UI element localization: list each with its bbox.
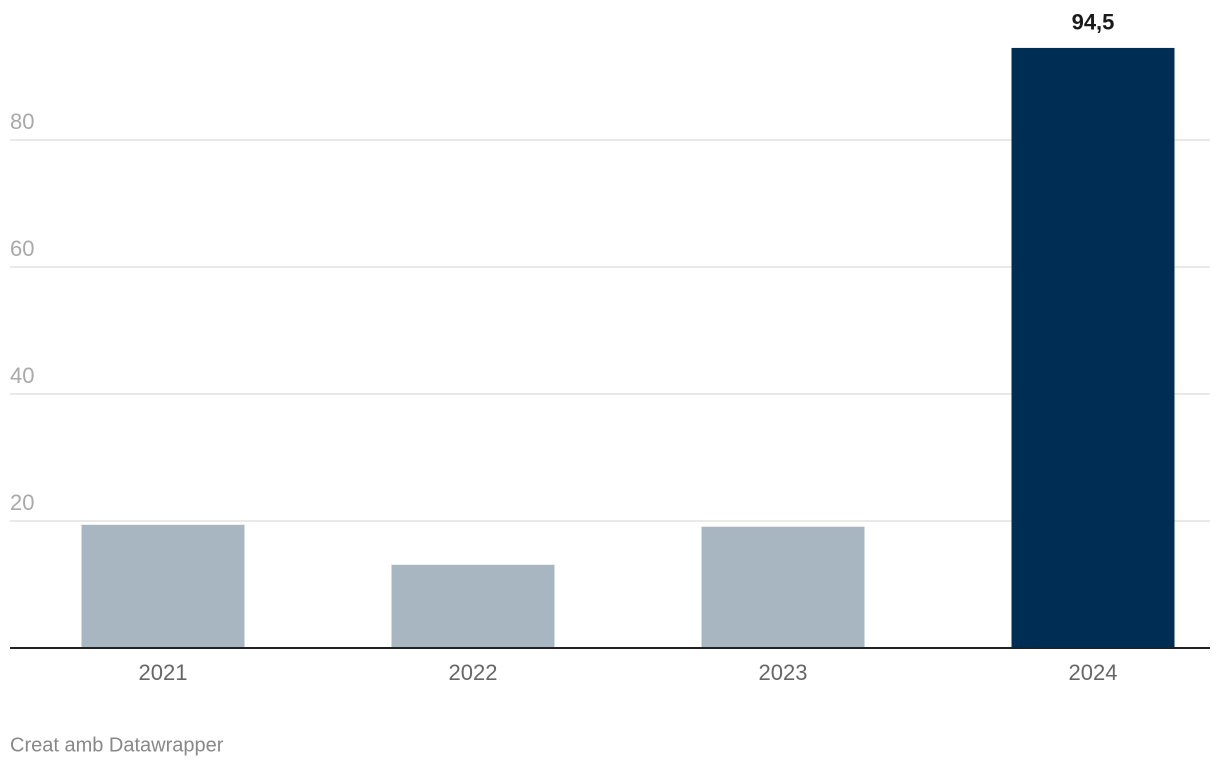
value-label: 94,5 xyxy=(1072,10,1115,35)
x-tick-label: 2022 xyxy=(449,660,498,685)
y-tick-label: 40 xyxy=(10,363,34,388)
y-tick-label: 80 xyxy=(10,109,34,134)
bar xyxy=(81,524,245,648)
y-tick-label: 20 xyxy=(10,490,34,515)
bar xyxy=(1011,47,1175,649)
x-tick-label: 2021 xyxy=(139,660,188,685)
x-tick-label: 2023 xyxy=(759,660,808,685)
bar xyxy=(701,526,865,648)
y-tick-label: 60 xyxy=(10,236,34,261)
footer: Creat amb Datawrapper xyxy=(10,734,224,756)
x-tick-label: 2024 xyxy=(1069,660,1118,685)
bar xyxy=(391,564,555,648)
